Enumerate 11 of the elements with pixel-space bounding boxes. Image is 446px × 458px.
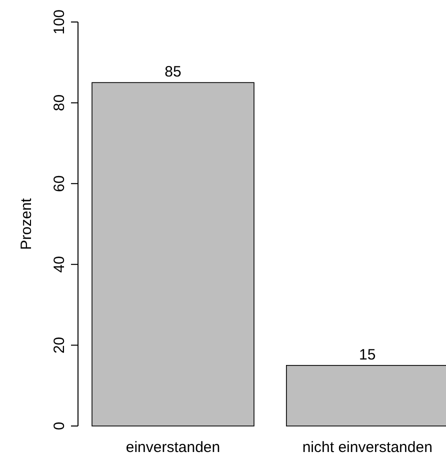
y-tick-label: 60 — [51, 175, 68, 192]
x-tick-label: nicht einverstanden — [302, 439, 432, 456]
x-tick-label: einverstanden — [126, 439, 220, 456]
y-axis-title: Prozent — [18, 197, 35, 250]
y-tick-label: 100 — [51, 9, 68, 35]
y-tick-label: 40 — [51, 256, 68, 273]
y-tick-label: 0 — [51, 422, 68, 430]
data-label: 85 — [164, 64, 182, 81]
data-label: 15 — [359, 346, 376, 364]
y-tick-label: 20 — [51, 336, 68, 354]
y-tick-label: 80 — [51, 94, 68, 112]
